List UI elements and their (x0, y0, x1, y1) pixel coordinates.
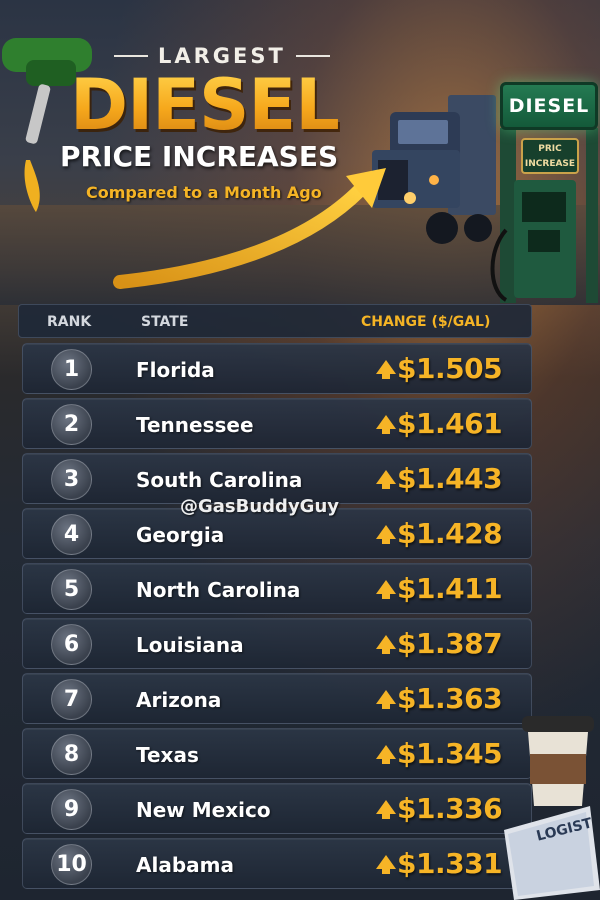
change-value: $1.461 (397, 407, 503, 440)
up-arrow-icon (376, 634, 396, 654)
kicker-row: LARGEST (114, 44, 390, 68)
fuel-nozzle-icon (2, 38, 92, 212)
state-name: New Mexico (136, 798, 271, 822)
state-name: North Carolina (136, 578, 301, 602)
up-arrow-icon (376, 689, 396, 709)
change-value: $1.336 (397, 792, 503, 825)
main-title: DIESEL (70, 70, 390, 140)
state-name: Alabama (136, 853, 234, 877)
price-change: $1.345 (375, 737, 503, 770)
up-arrow-icon (376, 799, 396, 819)
rank-badge: 7 (51, 679, 92, 720)
hero-scene-art (0, 38, 600, 305)
change-value: $1.428 (397, 517, 503, 550)
change-value: $1.363 (397, 682, 503, 715)
rank-badge: 1 (51, 349, 92, 390)
state-name: Tennessee (136, 413, 254, 437)
table-row: 9 New Mexico $1.336 (22, 783, 532, 834)
divider-left (114, 55, 148, 57)
up-arrow-icon (376, 744, 396, 764)
change-value: $1.411 (397, 572, 503, 605)
up-arrow-icon (376, 854, 396, 874)
table-row: 4 Georgia $1.428 (22, 508, 532, 559)
state-name: Florida (136, 358, 215, 382)
rank-badge: 2 (51, 404, 92, 445)
table-row: 7 Arizona $1.363 (22, 673, 532, 724)
pump-label-line2: INCREASE (524, 159, 576, 169)
title-subline: PRICE INCREASES (60, 140, 339, 173)
state-name: Georgia (136, 523, 225, 547)
up-arrow-icon (376, 469, 396, 489)
table-row: 5 North Carolina $1.411 (22, 563, 532, 614)
price-change: $1.363 (375, 682, 503, 715)
up-arrow-icon (376, 579, 396, 599)
table-row: 10 Alabama $1.331 (22, 838, 532, 889)
price-change: $1.387 (375, 627, 503, 660)
column-header-state: STATE (141, 314, 189, 330)
pump-label: PRIC INCREASE (521, 138, 579, 174)
table-row: 6 Louisiana $1.387 (22, 618, 532, 669)
pump-label-line1: PRIC (538, 144, 562, 154)
rank-badge: 9 (51, 789, 92, 830)
column-header-rank: RANK (47, 314, 92, 330)
rank-badge: 10 (51, 844, 92, 885)
semi-truck-icon (372, 95, 496, 244)
price-change: $1.461 (375, 407, 503, 440)
change-value: $1.331 (397, 847, 503, 880)
title-block: LARGEST DIESEL PRICE INCREASES Compared … (30, 44, 390, 202)
price-change: $1.331 (375, 847, 503, 880)
price-change: $1.411 (375, 572, 503, 605)
up-arrow-icon (376, 359, 396, 379)
table-header: RANK STATE CHANGE ($/GAL) (18, 304, 532, 338)
hero-illustration: LARGEST DIESEL PRICE INCREASES Compared … (0, 0, 600, 305)
table-row: 2 Tennessee $1.461 (22, 398, 532, 449)
price-change: $1.336 (375, 792, 503, 825)
rank-badge: 5 (51, 569, 92, 610)
price-change: $1.428 (375, 517, 503, 550)
state-name: Texas (136, 743, 199, 767)
table-row: 3 South Carolina $1.443 (22, 453, 532, 504)
price-change: $1.505 (375, 352, 503, 385)
up-arrow-icon (376, 414, 396, 434)
state-name: Arizona (136, 688, 222, 712)
table-row: 1 Florida $1.505 (22, 343, 532, 394)
comparison-note: Compared to a Month Ago (86, 183, 322, 202)
change-value: $1.443 (397, 462, 503, 495)
rank-badge: 8 (51, 734, 92, 775)
state-name: South Carolina (136, 468, 303, 492)
rank-badge: 3 (51, 459, 92, 500)
ranking-table: 1 Florida $1.505 2 Tennessee $1.461 3 So… (22, 343, 532, 893)
change-value: $1.345 (397, 737, 503, 770)
fuel-pump-icon (490, 128, 598, 303)
change-value: $1.387 (397, 627, 503, 660)
rank-badge: 6 (51, 624, 92, 665)
up-arrow-icon (376, 524, 396, 544)
watermark: @GasBuddyGuy (180, 496, 339, 517)
divider-right (295, 55, 330, 57)
pump-sign: DIESEL (500, 82, 598, 130)
column-header-change: CHANGE ($/GAL) (361, 314, 491, 330)
kicker-text: LARGEST (158, 44, 286, 68)
rank-badge: 4 (51, 514, 92, 555)
state-name: Louisiana (136, 633, 244, 657)
price-change: $1.443 (375, 462, 503, 495)
clipboard-icon (504, 806, 600, 900)
coffee-cup-icon (522, 716, 594, 806)
table-row: 8 Texas $1.345 (22, 728, 532, 779)
change-value: $1.505 (397, 352, 503, 385)
